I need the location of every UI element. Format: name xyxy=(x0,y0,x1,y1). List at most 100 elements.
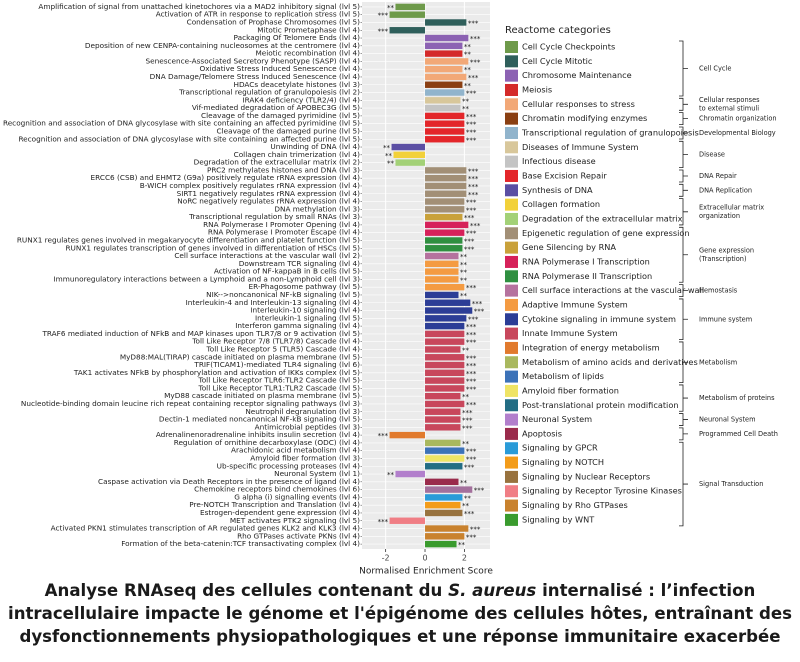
row-label: RNA Polymerase I Promoter Opening (lvl 4… xyxy=(203,220,360,229)
row-label: Toll Like Receptor 5 (TLR5) Cascade (lvl… xyxy=(206,344,361,353)
significance-label: ** xyxy=(462,97,470,105)
bar xyxy=(425,416,461,423)
row-label: Oxidative Stress Induced Senescence (lvl… xyxy=(200,64,361,73)
row-label: Activation of ATR in response to replica… xyxy=(156,10,360,19)
legend-label: Epigenetic regulation of gene expression xyxy=(522,228,690,238)
significance-label: *** xyxy=(466,230,477,238)
significance-label: *** xyxy=(464,214,475,222)
significance-label: ** xyxy=(462,346,470,354)
bar xyxy=(425,58,469,65)
row-label: Packaging Of Telomere Ends (lvl 4) xyxy=(234,33,361,42)
significance-label: *** xyxy=(470,526,481,534)
legend-label: Metabolism of lipids xyxy=(522,371,604,381)
bar xyxy=(425,112,465,120)
bar xyxy=(425,540,457,548)
bar xyxy=(425,50,463,57)
bar xyxy=(425,424,461,431)
significance-label: *** xyxy=(466,401,477,409)
bar xyxy=(425,533,465,540)
row-label: Activated PKN1 stimulates transcription … xyxy=(51,524,360,533)
caption-species: S. aureus xyxy=(448,581,537,600)
significance-label: *** xyxy=(466,385,477,393)
row-label: MyD88 cascade initiated on plasma membra… xyxy=(164,391,360,400)
legend-swatch xyxy=(505,470,518,483)
bar xyxy=(393,151,426,159)
bar xyxy=(425,237,463,244)
significance-label: ** xyxy=(387,4,395,12)
bar xyxy=(395,3,426,11)
legend-label: Meiosis xyxy=(522,84,552,94)
legend-swatch xyxy=(505,341,518,354)
group-bracket xyxy=(679,198,688,226)
significance-label: *** xyxy=(466,284,477,292)
bar xyxy=(425,245,463,252)
bar xyxy=(425,73,467,81)
row-label: Cell surface interactions at the vascula… xyxy=(174,251,360,260)
legend-swatch xyxy=(505,356,518,369)
legend-label: Degradation of the extracellular matrix xyxy=(522,213,683,223)
group-label: Hemostasis xyxy=(699,287,738,295)
bar xyxy=(425,260,459,268)
bar xyxy=(425,307,473,314)
legend-swatch xyxy=(505,413,518,426)
bar xyxy=(425,283,465,291)
significance-label: *** xyxy=(466,378,477,386)
legend-swatch xyxy=(505,212,518,225)
bar xyxy=(425,377,465,384)
legend-swatch xyxy=(505,384,518,397)
legend-label: RNA Polymerase I Transcription xyxy=(522,256,650,266)
row-label: Formation of the beta-catenin:TCF transa… xyxy=(121,539,360,548)
significance-label: *** xyxy=(468,315,479,323)
legend-swatch xyxy=(505,513,518,526)
bar xyxy=(425,89,465,96)
row-label: Downstream TCR signaling (lvl 4) xyxy=(239,259,360,268)
significance-label: *** xyxy=(472,300,483,308)
row-label: Arachidonic acid metabolism (lvl 4) xyxy=(231,446,360,455)
legend-label: Integration of energy metabolism xyxy=(522,342,660,352)
bar xyxy=(425,182,467,190)
group-bracket xyxy=(679,284,688,298)
x-axis-title: Normalised Enrichment Score xyxy=(359,567,493,577)
significance-label: ** xyxy=(383,144,391,152)
group-label: DNA Replication xyxy=(699,186,752,194)
group-label: Disease xyxy=(699,150,725,158)
bar xyxy=(389,27,426,34)
bar xyxy=(425,65,463,73)
bar xyxy=(425,276,459,283)
row-label: Interferon gamma signaling (lvl 4) xyxy=(235,321,360,330)
significance-label: *** xyxy=(466,199,477,207)
legend-swatch xyxy=(505,141,518,154)
significance-label: *** xyxy=(466,533,477,541)
group-bracket xyxy=(679,126,688,140)
significance-label: ** xyxy=(460,276,468,284)
bar xyxy=(425,81,463,88)
bar xyxy=(425,525,469,532)
legend-label: Cell surface interactions at the vascula… xyxy=(522,285,704,295)
significance-label: *** xyxy=(470,58,481,66)
legend-swatch xyxy=(505,399,518,412)
legend-swatch xyxy=(505,198,518,211)
bar xyxy=(391,143,426,151)
row-label: Activation of NF-kappaB in B cells (lvl … xyxy=(214,267,360,276)
group-bracket xyxy=(679,140,688,169)
row-label: Toll Like Receptor TLR1:TLR2 Cascade (lv… xyxy=(198,383,361,392)
legend-swatch xyxy=(505,169,518,182)
significance-label: ** xyxy=(464,494,472,502)
significance-label: *** xyxy=(466,362,477,370)
significance-label: *** xyxy=(470,222,481,230)
row-label: MyD88:MAL(TIRAP) cascade initiated on pl… xyxy=(120,352,360,361)
legend-label: Apoptosis xyxy=(522,428,562,438)
bar xyxy=(425,338,465,345)
group-label: Immune system xyxy=(699,315,752,323)
legend-swatch xyxy=(505,41,518,53)
row-label: Antimicrobial peptides (lvl 3) xyxy=(255,422,360,431)
row-label: DNA methylation (lvl 3) xyxy=(274,204,360,213)
legend-label: Chromosome Maintenance xyxy=(522,70,632,80)
legend-label: Cell Cycle Mitotic xyxy=(522,56,592,66)
row-label: RUNX1 regulates genes involved in megaka… xyxy=(17,235,360,244)
row-label: Senescence-Associated Secretory Phenotyp… xyxy=(146,56,361,65)
row-label: Cleavage of the damaged purine (lvl 5) xyxy=(217,126,361,135)
significance-label: *** xyxy=(466,331,477,339)
group-bracket xyxy=(679,40,688,97)
